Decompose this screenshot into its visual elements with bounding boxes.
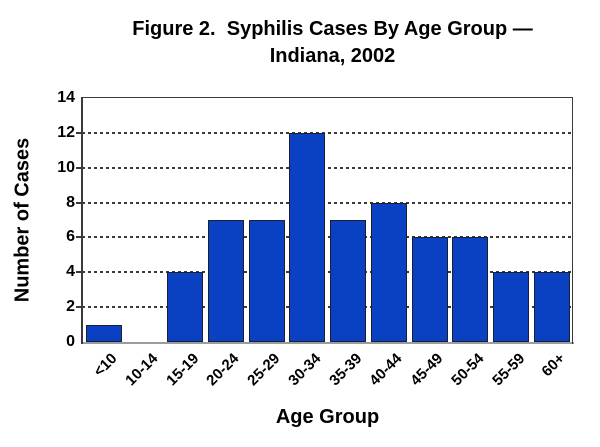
x-tick-label-45-49: 45-49 <box>407 350 447 390</box>
y-tick-mark-12 <box>76 131 81 134</box>
x-tick-label-10-14: 10-14 <box>121 350 162 390</box>
y-tick-mark-10 <box>76 166 81 169</box>
x-tick-label-20-24: 20-24 <box>203 350 243 390</box>
y-tick-label-6: 6 <box>66 228 75 246</box>
gridline-4 <box>82 271 572 274</box>
chart-title-line-1: Figure 2. Syphilis Cases By Age Group — <box>132 18 533 40</box>
bar-45-49 <box>411 237 448 342</box>
bar-55-59 <box>493 272 529 342</box>
x-tick-label-40-44: 40-44 <box>366 350 406 390</box>
x-tick-label-<10: <10 <box>90 350 121 381</box>
bar-60+ <box>533 272 570 342</box>
bar-25-29 <box>248 220 285 342</box>
bar-30-34 <box>289 132 326 342</box>
gridline-6 <box>82 236 572 239</box>
chart-title-line-2: Indiana, 2002 <box>269 45 396 67</box>
x-tick-label-50-54: 50-54 <box>447 350 488 390</box>
x-tick-label-60+: 60+ <box>538 350 569 381</box>
bar-<10 <box>85 324 122 342</box>
x-tick-label-25-29: 25-29 <box>244 350 284 390</box>
y-tick-mark-8 <box>76 201 81 204</box>
x-tick-label-35-39: 35-39 <box>325 350 365 390</box>
plot-frame-right <box>572 97 573 344</box>
bar-15-19 <box>167 272 203 342</box>
y-tick-label-12: 12 <box>57 123 75 141</box>
x-axis-line <box>81 342 574 344</box>
y-tick-label-14: 14 <box>57 89 75 106</box>
bar-20-24 <box>207 220 244 342</box>
bar-50-54 <box>452 237 489 342</box>
bar-40-44 <box>370 202 407 342</box>
y-tick-label-0: 0 <box>66 333 75 350</box>
gridline-2 <box>82 306 572 309</box>
plot-frame-top <box>81 97 573 98</box>
x-axis-title: Age Group <box>275 406 380 428</box>
y-tick-mark-4 <box>76 271 81 274</box>
y-tick-label-4: 4 <box>66 263 75 281</box>
gridline-12 <box>82 131 572 134</box>
y-tick-mark-2 <box>76 306 81 309</box>
x-tick-label-15-19: 15-19 <box>162 350 202 390</box>
y-tick-label-2: 2 <box>66 298 75 316</box>
x-tick-label-55-59: 55-59 <box>488 350 528 390</box>
y-tick-mark-6 <box>76 236 81 239</box>
gridline-8 <box>82 201 572 204</box>
y-tick-label-8: 8 <box>66 193 75 211</box>
gridline-10 <box>82 166 572 169</box>
y-tick-label-10: 10 <box>57 158 75 176</box>
bar-35-39 <box>330 220 366 342</box>
x-tick-label-30-34: 30-34 <box>284 350 325 390</box>
y-axis-line <box>81 97 83 344</box>
chart-title: Figure 2. Syphilis Cases By Age Group — … <box>88 16 577 70</box>
